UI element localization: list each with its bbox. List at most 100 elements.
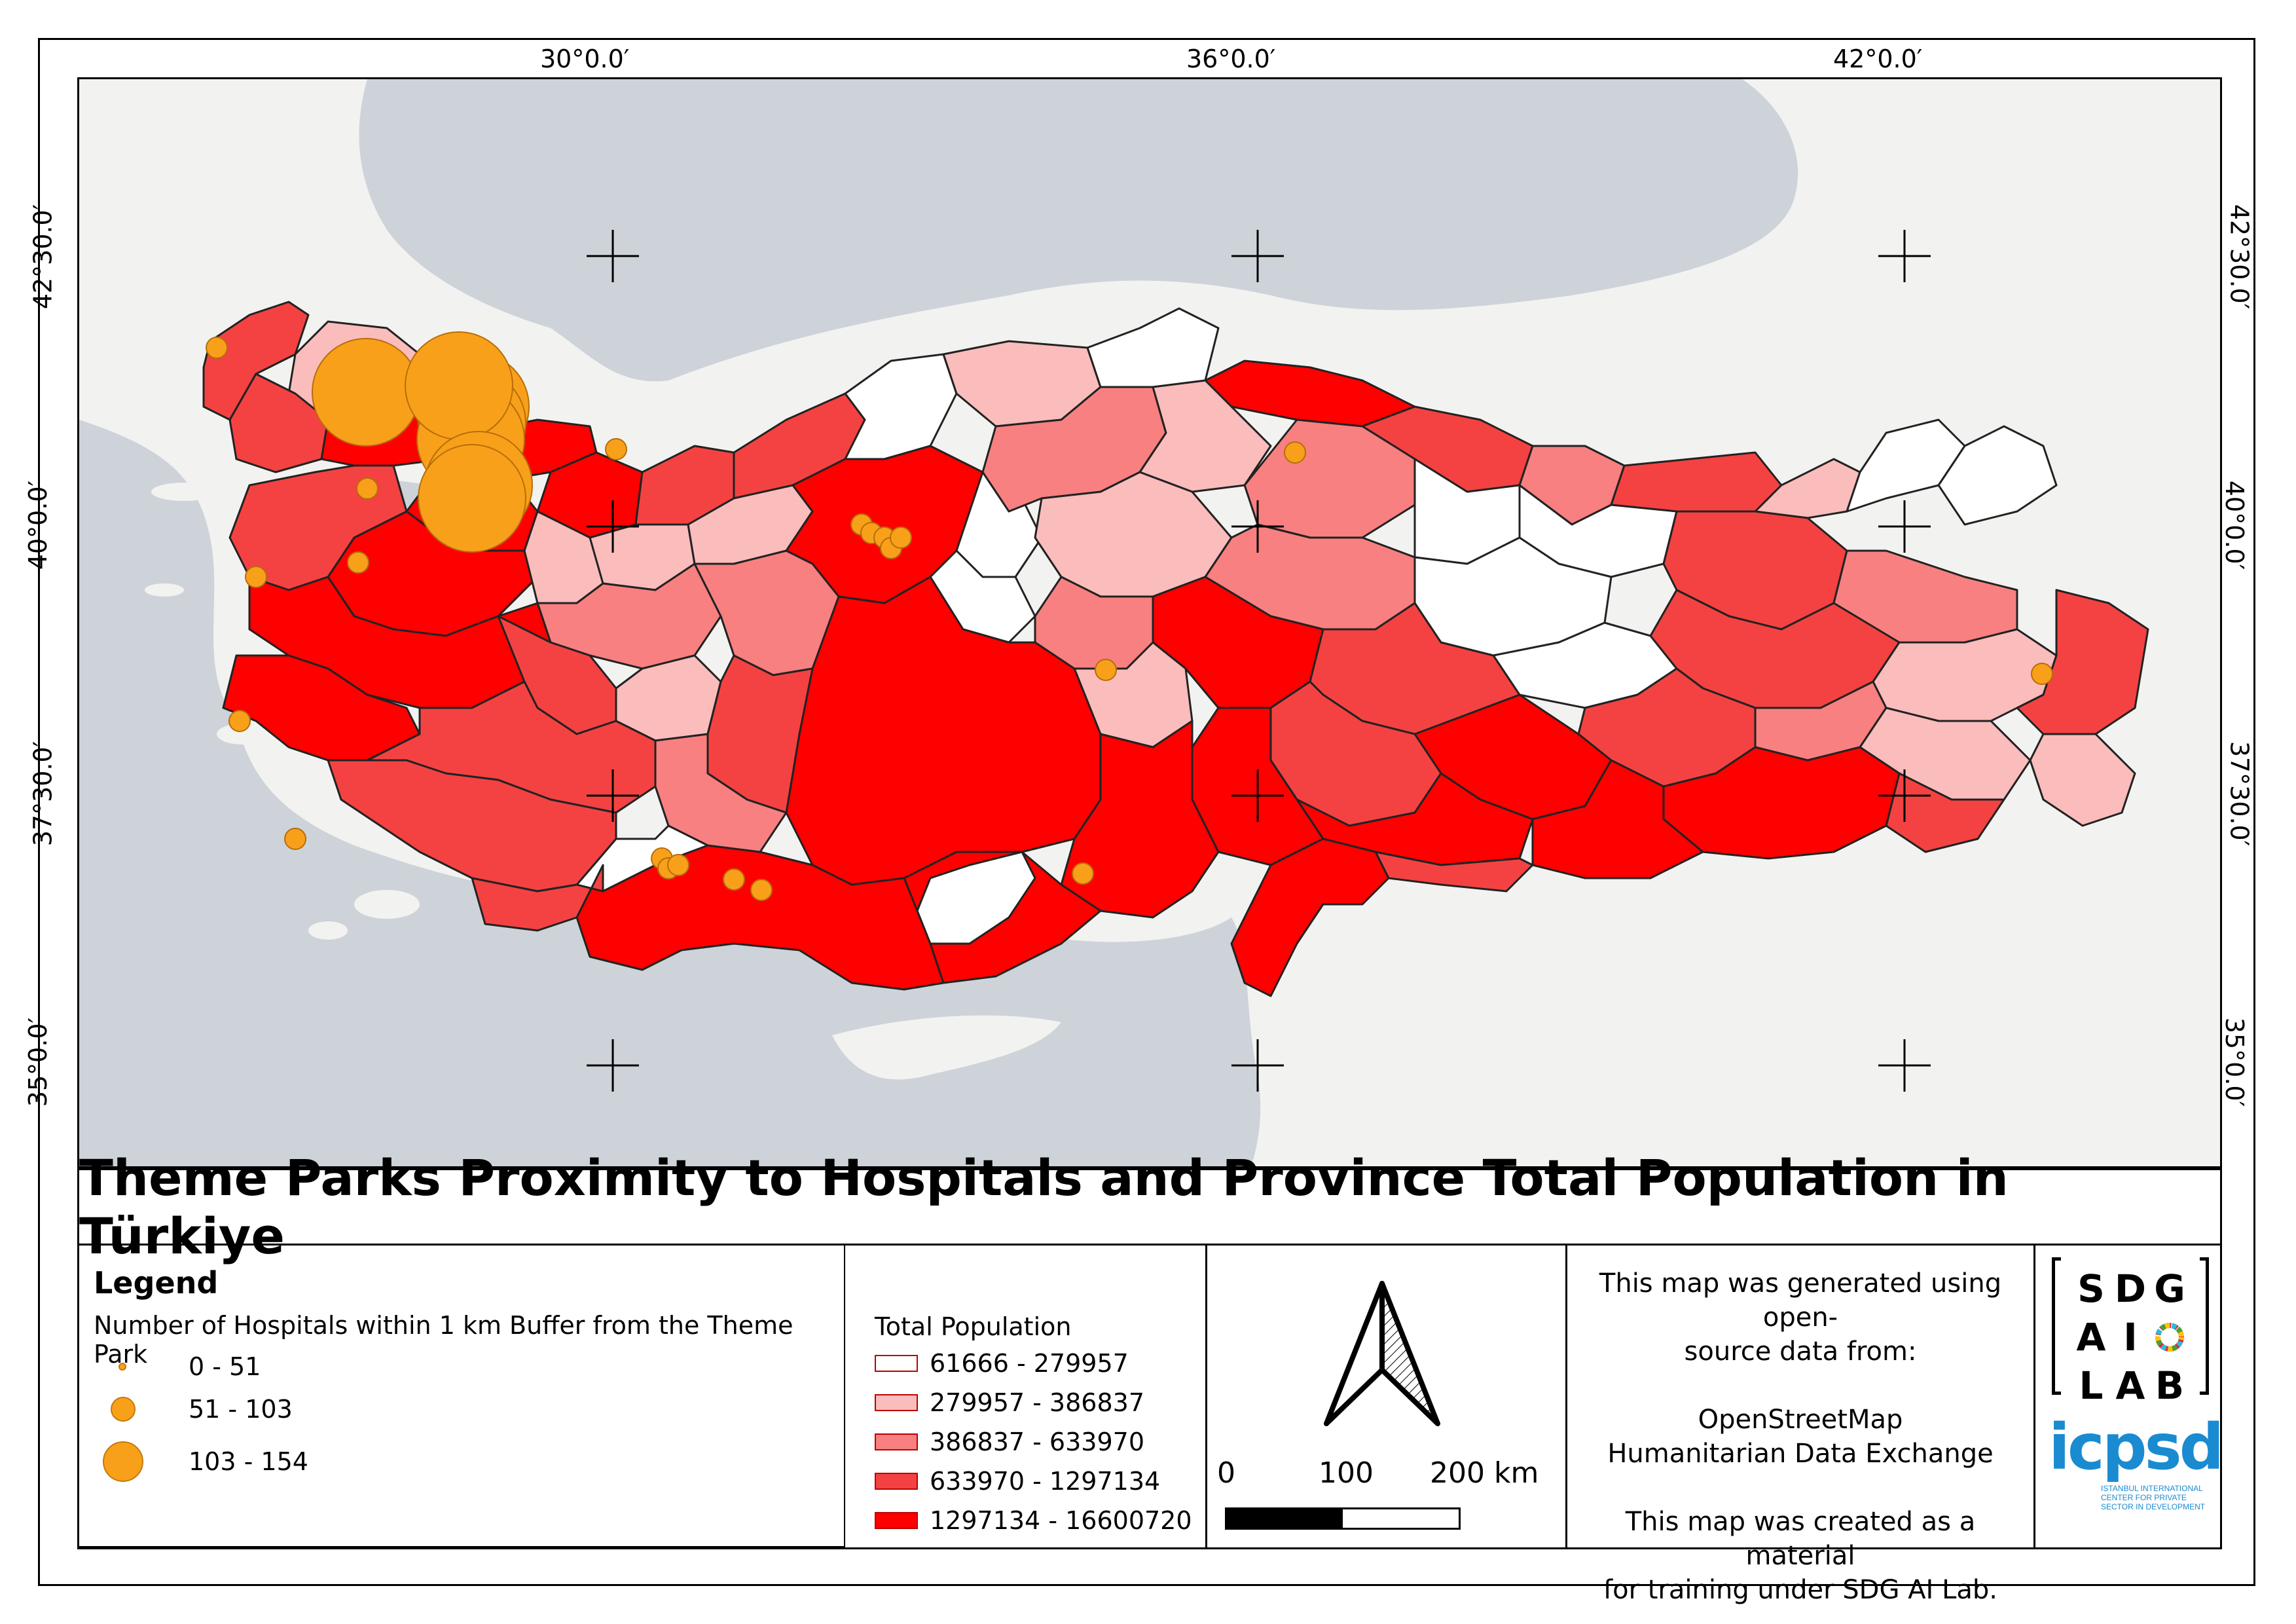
logo-letter: G <box>2154 1266 2185 1311</box>
population-legend-label: 633970 - 1297134 <box>930 1467 1161 1496</box>
theme-park-marker <box>347 551 369 574</box>
graticule-cross <box>587 230 639 282</box>
province <box>471 864 604 932</box>
lat-label-left: 37°30.0′ <box>28 741 58 847</box>
theme-park-marker <box>312 338 420 447</box>
theme-park-marker <box>667 854 689 876</box>
sdg-letter-grid: S D G A I L A B <box>2071 1266 2189 1408</box>
graticule-cross <box>587 500 639 553</box>
population-legend-label: 61666 - 279957 <box>930 1349 1129 1378</box>
population-legend-item: 279957 - 386837 <box>875 1388 1144 1417</box>
bubble-small-icon <box>118 1363 126 1371</box>
scale-label: 0 <box>1217 1456 1235 1490</box>
bubble-legend-label: 103 - 154 <box>189 1447 308 1476</box>
bubble-medium-icon <box>111 1397 136 1422</box>
province <box>654 733 788 853</box>
logo-letter: L <box>2079 1363 2104 1408</box>
population-swatch <box>875 1394 918 1411</box>
icpsd-logo: icpsd ISTANBUL INTERNATIONAL CENTER FOR … <box>2049 1416 2224 1540</box>
logo-letter: A <box>2115 1363 2145 1408</box>
population-legend-title: Total Population <box>875 1312 1072 1341</box>
population-legend-label: 1297134 - 16600720 <box>930 1506 1192 1535</box>
graticule-crosses <box>587 230 1931 1092</box>
credit-line: for training under SDG AI Lab. <box>1603 1575 1997 1605</box>
theme-park-marker <box>1095 659 1117 681</box>
bubble-legend-item: 51 - 103 <box>94 1393 293 1426</box>
population-swatch <box>875 1433 918 1450</box>
legend-panel: Legend Number of Hospitals within 1 km B… <box>79 1246 1205 1547</box>
logo-bracket-right <box>2200 1257 2209 1395</box>
graticule-cross <box>1878 230 1931 282</box>
lat-label-right: 40°0.0′ <box>2220 480 2250 570</box>
province <box>1531 759 1704 879</box>
logo-letter: B <box>2155 1363 2185 1408</box>
map-title: Theme Parks Proximity to Hospitals and P… <box>79 1149 2009 1265</box>
logo-panel: S D G A I L A B icpsd I <box>2033 1246 2224 1547</box>
logo-letter: I <box>2123 1315 2138 1359</box>
scale-bar <box>1225 1507 1461 1530</box>
credit-line: OpenStreetMap <box>1698 1405 1903 1435</box>
theme-park-marker <box>1072 862 1094 885</box>
lon-label: 30°0.0′ <box>540 45 630 73</box>
population-legend-item: 386837 - 633970 <box>875 1428 1144 1456</box>
graticule-cross <box>1231 1039 1284 1092</box>
bottom-panel: Legend Number of Hospitals within 1 km B… <box>77 1244 2224 1605</box>
lon-label: 42°0.0′ <box>1833 45 1923 73</box>
theme-park-marker <box>418 444 526 553</box>
population-legend-item: 61666 - 279957 <box>875 1349 1129 1378</box>
province <box>1374 851 1534 893</box>
scale-label: 200 km <box>1430 1456 1539 1490</box>
lat-label-left: 42°30.0′ <box>28 204 58 310</box>
bubble-legend-item: 0 - 51 <box>94 1350 261 1383</box>
graticule-cross <box>587 1039 639 1092</box>
bubble-legend-title: Number of Hospitals within 1 km Buffer f… <box>94 1311 793 1369</box>
page-frame <box>38 38 2255 1586</box>
province <box>693 549 840 676</box>
lat-label-right: 37°30.0′ <box>2225 741 2254 847</box>
graticule-cross <box>1878 1039 1931 1092</box>
credit-line: source data from: <box>1684 1337 1917 1367</box>
bubble-legend-label: 51 - 103 <box>189 1395 293 1424</box>
population-legend-label: 279957 - 386837 <box>930 1388 1144 1417</box>
north-scale-panel: 0 100 200 km <box>1205 1246 1565 1547</box>
credit-line: This map was generated using open- <box>1599 1268 2002 1333</box>
graticule-cross <box>1231 500 1284 553</box>
theme-park-marker <box>750 879 773 901</box>
logo-bracket-left <box>2052 1257 2061 1395</box>
logo-letter: D <box>2114 1266 2147 1311</box>
theme-park-marker <box>890 526 912 549</box>
bubble-large-icon <box>103 1441 143 1482</box>
cyprus <box>832 1015 1061 1080</box>
graticule-cross <box>1878 500 1931 553</box>
island <box>145 583 184 597</box>
province <box>2029 733 2136 827</box>
theme-park-marker <box>405 331 513 440</box>
graticule-cross <box>1231 230 1284 282</box>
scale-bar-segment <box>1227 1509 1343 1528</box>
population-swatch <box>875 1512 918 1529</box>
lat-label-left: 35°0.0′ <box>24 1017 53 1107</box>
icpsd-subtitle: ISTANBUL INTERNATIONAL CENTER FOR PRIVAT… <box>2101 1484 2206 1511</box>
lat-label-right: 42°30.0′ <box>2225 204 2254 310</box>
graticule-cross <box>1231 769 1284 822</box>
theme-park-marker <box>605 438 627 460</box>
logo-letter: S <box>2077 1266 2105 1311</box>
credits-panel: This map was generated using open- sourc… <box>1565 1246 2033 1605</box>
population-legend-label: 386837 - 633970 <box>930 1428 1144 1456</box>
province <box>1230 838 1390 997</box>
population-legend-item: 1297134 - 16600720 <box>875 1506 1192 1535</box>
legend-heading: Legend <box>94 1265 219 1301</box>
bubble-legend-label: 0 - 51 <box>189 1352 261 1381</box>
title-box: Theme Parks Proximity to Hospitals and P… <box>77 1149 2222 1265</box>
province <box>327 759 617 893</box>
theme-park-marker <box>723 868 745 891</box>
map-frame <box>77 77 2222 1168</box>
province <box>202 301 310 421</box>
theme-park-marker <box>284 828 306 850</box>
scale-label: 100 <box>1319 1456 1374 1490</box>
island <box>354 890 420 919</box>
sdg-ai-lab-logo: S D G A I L A B <box>2052 1257 2209 1408</box>
map-canvas[interactable] <box>79 79 2220 1166</box>
theme-park-marker <box>2031 663 2053 685</box>
theme-park-marker <box>1284 441 1306 464</box>
